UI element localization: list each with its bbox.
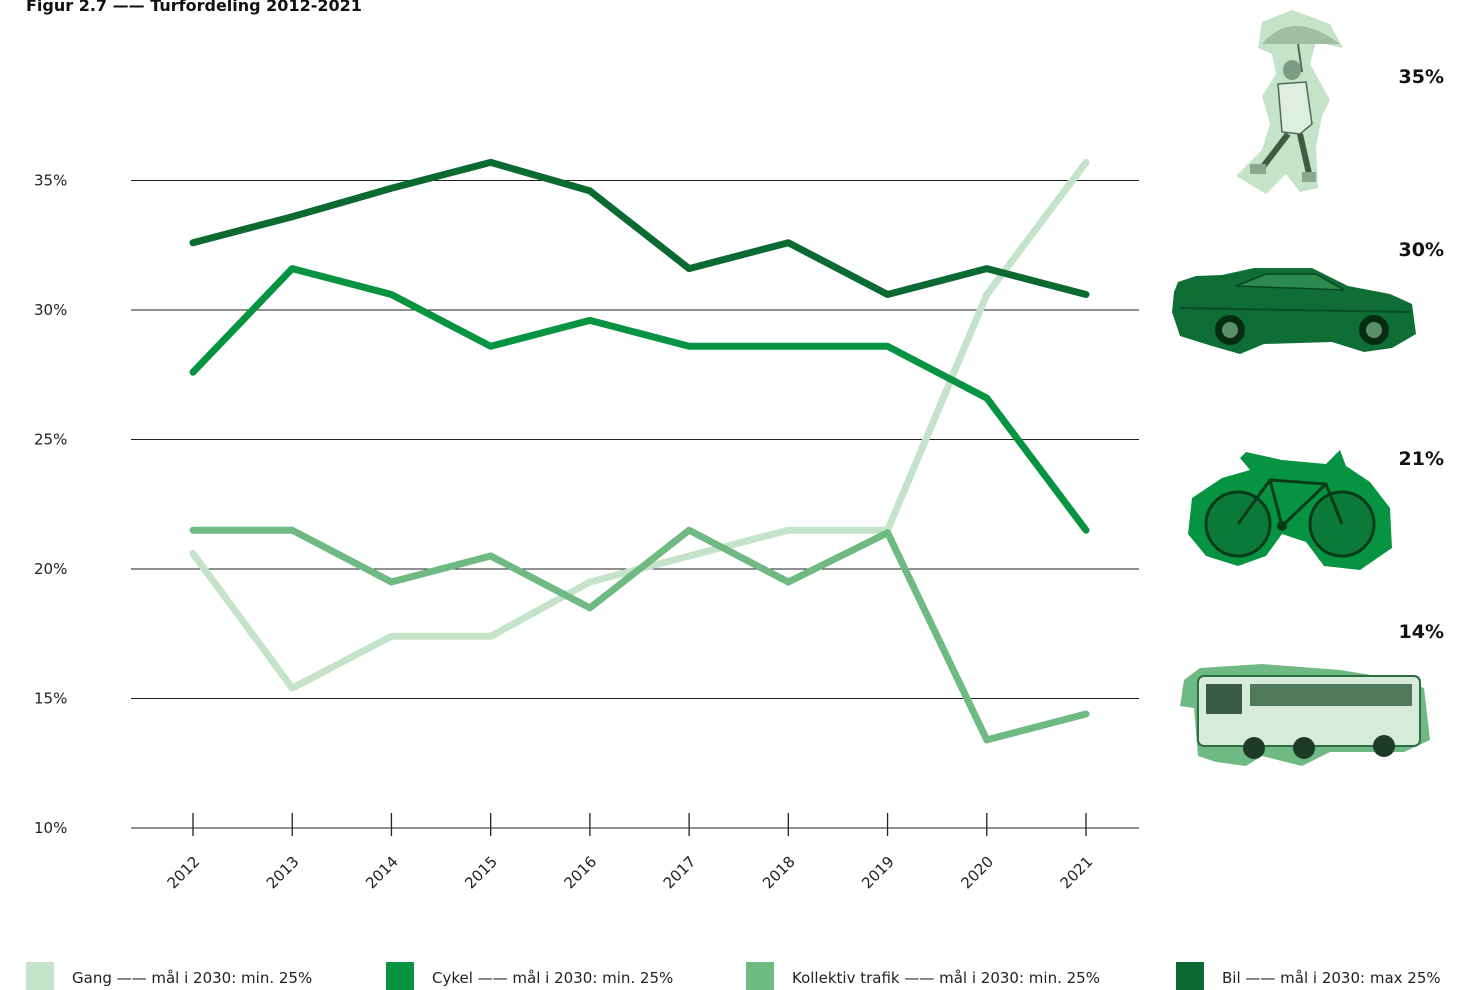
- end-label-kollektiv: 14%: [1399, 621, 1444, 643]
- bicycle-icon: [1188, 450, 1392, 570]
- x-tick-label-2016: 2016: [560, 853, 600, 893]
- legend-item-cykel: Cykel —— mål i 2030: min. 25%: [386, 962, 673, 990]
- x-tick-label-2013: 2013: [263, 853, 303, 893]
- x-tick-label-2014: 2014: [362, 853, 402, 893]
- end-label-cykel: 21%: [1399, 448, 1444, 470]
- y-tick-label-20: 20%: [34, 560, 67, 578]
- series-line-kollektiv: [189, 526, 1090, 744]
- x-tick-label-2012: 2012: [164, 853, 204, 893]
- end-labels: 35% 21% 14% 30%: [1399, 66, 1444, 643]
- y-axis-tick-labels: 10% 15% 20% 25% 30% 35%: [34, 172, 67, 838]
- series-line-bil: [189, 158, 1090, 298]
- legend-swatch-bil: [1176, 962, 1204, 990]
- y-tick-label-25: 25%: [34, 431, 67, 449]
- figure-title: Figur 2.7 —— Turfordeling 2012-2021: [26, 0, 362, 15]
- legend-label-bil: Bil —— mål i 2030: max 25%: [1222, 969, 1441, 987]
- y-tick-label-30: 30%: [34, 301, 67, 319]
- series-lines: [189, 158, 1090, 744]
- pedestrian-icon: [1236, 10, 1343, 194]
- x-axis: 2012 2013 2014 2015 2016 2017 2018 2019 2020 2021: [164, 813, 1097, 893]
- end-label-gang: 35%: [1399, 66, 1444, 88]
- series-line-cykel: [189, 265, 1090, 534]
- x-tick-label-2018: 2018: [759, 853, 799, 893]
- x-tick-label-2015: 2015: [461, 853, 501, 893]
- x-tick-label-2020: 2020: [957, 853, 997, 893]
- legend-swatch-cykel: [386, 962, 414, 990]
- legend-item-bil: Bil —— mål i 2030: max 25%: [1176, 962, 1441, 990]
- y-tick-label-35: 35%: [34, 172, 67, 190]
- legend-swatch-kollektiv: [746, 962, 774, 990]
- legend-label-gang: Gang —— mål i 2030: min. 25%: [72, 969, 313, 987]
- bus-icon: [1180, 664, 1430, 766]
- end-label-bil: 30%: [1399, 239, 1444, 261]
- y-tick-label-15: 15%: [34, 690, 67, 708]
- x-tick-label-2017: 2017: [660, 853, 700, 893]
- legend: Gang —— mål i 2030: min. 25% Cykel —— må…: [0, 962, 1471, 990]
- car-icon: [1172, 268, 1416, 354]
- x-tick-label-2021: 2021: [1057, 853, 1097, 893]
- legend-label-cykel: Cykel —— mål i 2030: min. 25%: [432, 969, 674, 987]
- y-tick-label-10: 10%: [34, 819, 67, 837]
- legend-item-kollektiv: Kollektiv trafik —— mål i 2030: min. 25%: [746, 962, 1100, 990]
- x-tick-label-2019: 2019: [858, 853, 898, 893]
- series-line-gang: [189, 158, 1090, 692]
- legend-item-gang: Gang —— mål i 2030: min. 25%: [26, 962, 312, 990]
- legend-label-kollektiv: Kollektiv trafik —— mål i 2030: min. 25%: [792, 969, 1100, 987]
- legend-swatch-gang: [26, 962, 54, 990]
